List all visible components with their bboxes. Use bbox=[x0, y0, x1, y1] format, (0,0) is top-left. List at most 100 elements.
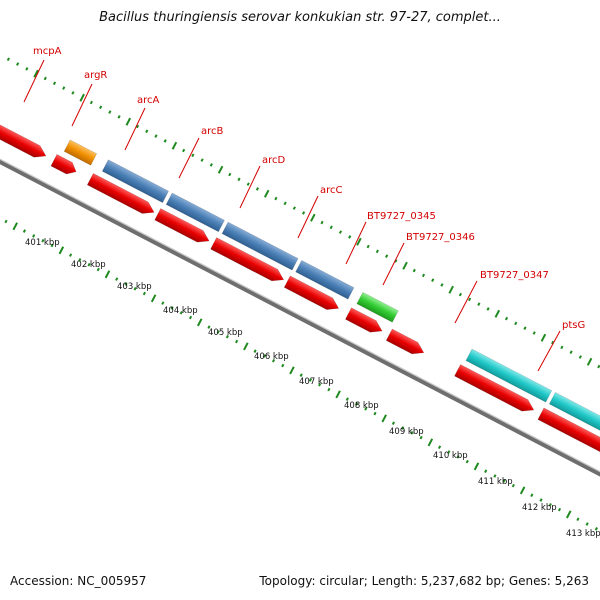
tick-mark bbox=[437, 445, 442, 449]
backbone-layer bbox=[0, 158, 600, 477]
gene-label[interactable]: ptsG bbox=[562, 320, 585, 331]
gene-BT9727_0345-box[interactable] bbox=[356, 291, 399, 323]
tick-mark bbox=[338, 230, 343, 234]
tick-mark bbox=[356, 237, 362, 246]
tick-mark bbox=[271, 358, 276, 363]
gene-label[interactable]: BT9727_0345 bbox=[367, 211, 436, 222]
tick-mark bbox=[419, 435, 423, 440]
gene-BT9727_0345-box-shape bbox=[356, 291, 399, 323]
tick-mark bbox=[150, 294, 157, 303]
tick-mark bbox=[402, 261, 408, 270]
kbp-tick-label: 410 kbp bbox=[433, 451, 468, 461]
kbp-tick-label: 401 kbp bbox=[25, 238, 60, 248]
gene-label[interactable]: arcB bbox=[201, 126, 224, 137]
tick-mark bbox=[493, 474, 497, 478]
tick-mark bbox=[320, 220, 324, 225]
tick-mark bbox=[142, 291, 146, 296]
cds-arrow[interactable] bbox=[454, 364, 537, 416]
gene-callout[interactable]: mcpA bbox=[23, 46, 62, 103]
gene-arcD-box[interactable] bbox=[221, 221, 299, 271]
cds-arrow[interactable] bbox=[210, 237, 287, 286]
tick-mark bbox=[154, 134, 158, 138]
gene-callout[interactable]: BT9727_0345 bbox=[345, 211, 436, 265]
tick-mark bbox=[191, 153, 195, 158]
cds-arrow-shape bbox=[283, 275, 340, 310]
gene-callout[interactable]: arcA bbox=[124, 95, 160, 151]
callout-leader-line bbox=[297, 195, 319, 239]
cds-arrow[interactable] bbox=[283, 275, 341, 314]
tick-mark bbox=[196, 318, 203, 327]
kbp-tick-label: 412 kbp bbox=[522, 503, 557, 513]
cds-arrow[interactable] bbox=[345, 307, 385, 337]
tick-mark bbox=[412, 268, 416, 273]
gene-arcB-box[interactable] bbox=[165, 192, 225, 233]
tick-mark bbox=[375, 249, 379, 254]
tick-mark bbox=[41, 238, 45, 243]
tick-mark bbox=[179, 310, 183, 315]
kbp-tick-label: 404 kbp bbox=[163, 306, 198, 316]
tick-mark bbox=[69, 253, 73, 257]
gene-BT9727_0347-box-shape bbox=[465, 348, 553, 403]
cds-arrow[interactable] bbox=[385, 328, 427, 359]
tick-mark bbox=[133, 286, 137, 291]
tick-mark bbox=[96, 267, 100, 272]
gene-ptsG-box[interactable] bbox=[548, 392, 600, 445]
cds-arrow[interactable] bbox=[0, 123, 49, 161]
tick-mark bbox=[237, 177, 241, 182]
tick-mark bbox=[6, 57, 10, 62]
gene-label[interactable]: arcD bbox=[262, 155, 286, 166]
cds-arrow[interactable] bbox=[154, 208, 212, 246]
gene-label[interactable]: BT9727_0346 bbox=[406, 232, 475, 243]
gene-callout[interactable]: BT9727_0346 bbox=[382, 232, 475, 286]
tick-mark bbox=[348, 235, 352, 239]
gene-label[interactable]: arcC bbox=[320, 185, 343, 196]
gene-callout[interactable]: arcB bbox=[178, 126, 224, 179]
tick-mark bbox=[576, 517, 580, 522]
tick-mark bbox=[292, 206, 296, 210]
tick-mark bbox=[281, 363, 285, 368]
gene-arcB-box-shape bbox=[165, 192, 225, 233]
cds-arrow-shape bbox=[0, 123, 47, 158]
callout-leader-line bbox=[239, 165, 261, 209]
kbp-tick-label: 407 kbp bbox=[299, 377, 334, 387]
gene-callout[interactable]: argR bbox=[71, 70, 107, 127]
gene-BT9727_0347-box[interactable] bbox=[465, 348, 553, 403]
gene-callout[interactable]: ptsG bbox=[537, 320, 585, 372]
cds-arrow-shape bbox=[50, 154, 77, 175]
gene-label[interactable]: arcA bbox=[137, 95, 160, 106]
tick-mark bbox=[565, 510, 572, 519]
cds-arrow[interactable] bbox=[537, 407, 600, 459]
tick-mark bbox=[308, 378, 313, 382]
tick-mark bbox=[108, 110, 112, 114]
kbp-tick-label: 403 kbp bbox=[117, 282, 152, 292]
tick-mark bbox=[104, 270, 111, 279]
tick-mark bbox=[345, 397, 349, 401]
gene-label[interactable]: BT9727_0347 bbox=[480, 270, 549, 281]
gene-label[interactable]: argR bbox=[84, 70, 107, 81]
tick-mark bbox=[585, 522, 589, 526]
gene-callout[interactable]: BT9727_0347 bbox=[454, 270, 549, 324]
gene-arcA-box[interactable] bbox=[101, 159, 169, 204]
tick-mark bbox=[58, 246, 65, 255]
gene-arcC-box[interactable] bbox=[295, 259, 355, 300]
tick-mark bbox=[381, 414, 387, 423]
gene-callout[interactable]: arcC bbox=[297, 185, 343, 239]
gene-mcpA-box[interactable] bbox=[63, 139, 98, 166]
tick-mark bbox=[354, 402, 359, 406]
tick-mark bbox=[440, 283, 444, 287]
tick-mark bbox=[511, 483, 515, 488]
gene-label[interactable]: mcpA bbox=[33, 46, 62, 57]
cds-arrow[interactable] bbox=[50, 154, 79, 177]
tick-mark bbox=[33, 69, 39, 78]
kbp-tick-label: 413 kbp bbox=[566, 529, 600, 539]
tick-mark bbox=[145, 129, 149, 134]
gene-callout[interactable]: arcD bbox=[239, 155, 286, 209]
inner-tick-ring bbox=[4, 219, 598, 531]
tick-mark bbox=[540, 333, 547, 342]
tick-mark bbox=[235, 339, 239, 344]
tick-mark bbox=[163, 139, 167, 143]
cds-arrow[interactable] bbox=[86, 172, 157, 218]
tick-mark bbox=[171, 141, 178, 150]
genome-summary-text: Topology: circular; Length: 5,237,682 bp… bbox=[259, 574, 589, 588]
